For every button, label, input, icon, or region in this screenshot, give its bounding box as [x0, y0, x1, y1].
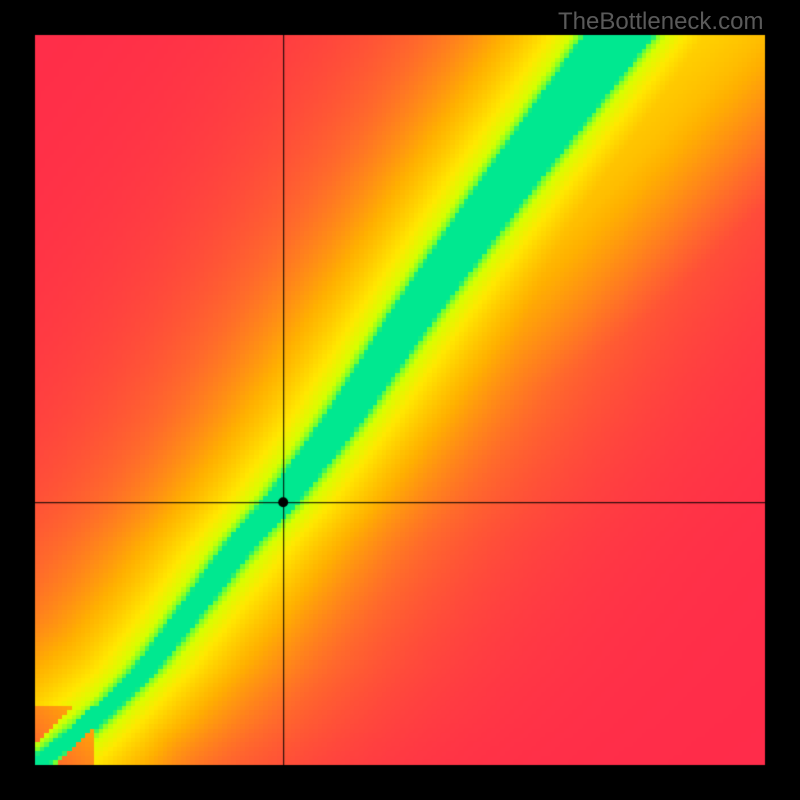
watermark-text: TheBottleneck.com — [558, 8, 763, 36]
bottleneck-heatmap — [0, 0, 800, 800]
